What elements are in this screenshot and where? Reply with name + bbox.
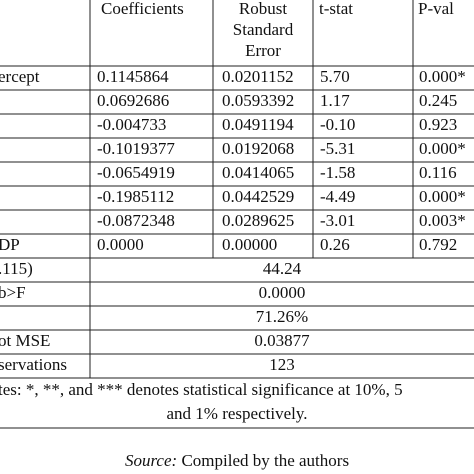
cell: 0.26	[320, 235, 350, 254]
cell: -0.0654919	[97, 163, 175, 182]
source-label: Source:	[125, 451, 177, 470]
header-cell: Coefficients	[101, 0, 184, 18]
cell: 0.000*	[419, 187, 466, 206]
cell: 0.000*	[419, 67, 466, 86]
header-cell: Standard	[233, 20, 294, 39]
note: tes: *, **, and *** denotes statistical …	[0, 380, 403, 399]
cell: b>F	[0, 283, 26, 302]
cell: -5.31	[320, 139, 355, 158]
cell: -3.01	[320, 211, 355, 230]
cell: 5.70	[320, 67, 350, 86]
cell: 1.17	[320, 91, 350, 110]
cell: -0.0872348	[97, 211, 175, 230]
cell: ot MSE	[0, 331, 50, 350]
cell: 0.0491194	[222, 115, 294, 134]
cell: 71.26%	[256, 307, 308, 326]
cell: 44.24	[263, 259, 302, 278]
cell: DP	[0, 235, 20, 254]
source: Source: Compiled by the authors	[125, 451, 349, 470]
cell: 0.0000	[97, 235, 144, 254]
cell: -0.1985112	[97, 187, 174, 206]
cell: 0.03877	[254, 331, 310, 350]
cell: 0.116	[419, 163, 457, 182]
cell: servations	[0, 355, 67, 374]
source-text: Compiled by the authors	[177, 451, 349, 470]
cell: 0.1145864	[97, 67, 169, 86]
cell: 0.0593392	[222, 91, 294, 110]
cell: -0.1019377	[97, 139, 175, 158]
cell: 0.245	[419, 91, 457, 110]
cell: 0.0289625	[222, 211, 294, 230]
cell: 0.0692686	[97, 91, 169, 110]
cell: -1.58	[320, 163, 355, 182]
cell: 0.0201152	[222, 67, 294, 86]
cell: ercept	[0, 67, 40, 86]
cell: 0.000*	[419, 139, 466, 158]
header-cell: t-stat	[319, 0, 353, 18]
cell: 0.0414065	[222, 163, 294, 182]
cell: 0.0192068	[222, 139, 294, 158]
header-cell: P-val	[418, 0, 454, 18]
cell: 123	[269, 355, 295, 374]
cell: -0.10	[320, 115, 355, 134]
cell: 0.0000	[259, 283, 306, 302]
cell: .115)	[0, 259, 33, 278]
note: and 1% respectively.	[167, 404, 308, 423]
cell: 0.003*	[419, 211, 466, 230]
cell: 0.00000	[222, 235, 277, 254]
cell: -4.49	[320, 187, 355, 206]
cell: -0.004733	[97, 115, 166, 134]
cell: 0.0442529	[222, 187, 294, 206]
cell: 0.923	[419, 115, 457, 134]
header-cell: Robust	[239, 0, 287, 18]
header-cell: Error	[245, 41, 281, 60]
cell: 0.792	[419, 235, 457, 254]
